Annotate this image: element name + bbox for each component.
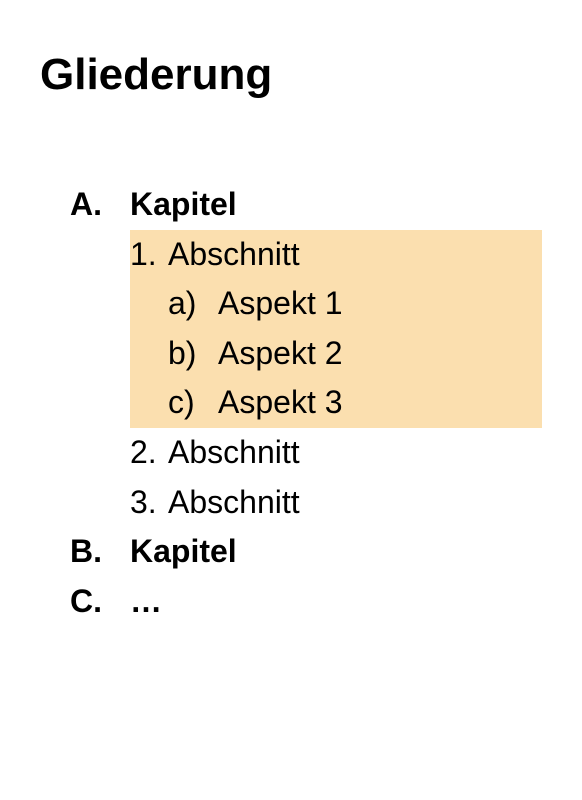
outline-marker: b) — [168, 329, 218, 379]
outline-item-b: B. Kapitel — [70, 527, 542, 577]
outline-label: Abschnitt — [168, 478, 300, 528]
outline-label: Aspekt 3 — [218, 378, 343, 428]
outline-marker: a) — [168, 279, 218, 329]
outline-label: Aspekt 2 — [218, 329, 343, 379]
outline-marker: c) — [168, 378, 218, 428]
outline: A. Kapitel 1. Abschnitt a) Aspekt 1 b) A… — [40, 180, 542, 626]
outline-label: Aspekt 1 — [218, 279, 343, 329]
outline-label: Abschnitt — [168, 230, 300, 280]
outline-marker: 2. — [130, 428, 168, 478]
page-title: Gliederung — [40, 50, 542, 100]
outline-item-a1b: b) Aspekt 2 — [130, 329, 542, 379]
outline-marker: A. — [70, 180, 130, 230]
outline-item-c: C. … — [70, 577, 542, 627]
outline-item-a1a: a) Aspekt 1 — [130, 279, 542, 329]
outline-label: Abschnitt — [168, 428, 300, 478]
outline-item-a1: 1. Abschnitt — [130, 230, 542, 280]
outline-label: … — [130, 577, 162, 627]
outline-item-a: A. Kapitel — [70, 180, 542, 230]
outline-item-a1c: c) Aspekt 3 — [130, 378, 542, 428]
outline-item-a2: 2. Abschnitt — [70, 428, 542, 478]
outline-item-a3: 3. Abschnitt — [70, 478, 542, 528]
outline-marker: 1. — [130, 230, 168, 280]
outline-marker: 3. — [130, 478, 168, 528]
highlight-block: 1. Abschnitt a) Aspekt 1 b) Aspekt 2 c) … — [130, 230, 542, 428]
outline-label: Kapitel — [130, 527, 237, 577]
outline-marker: B. — [70, 527, 130, 577]
outline-marker: C. — [70, 577, 130, 627]
outline-label: Kapitel — [130, 180, 237, 230]
